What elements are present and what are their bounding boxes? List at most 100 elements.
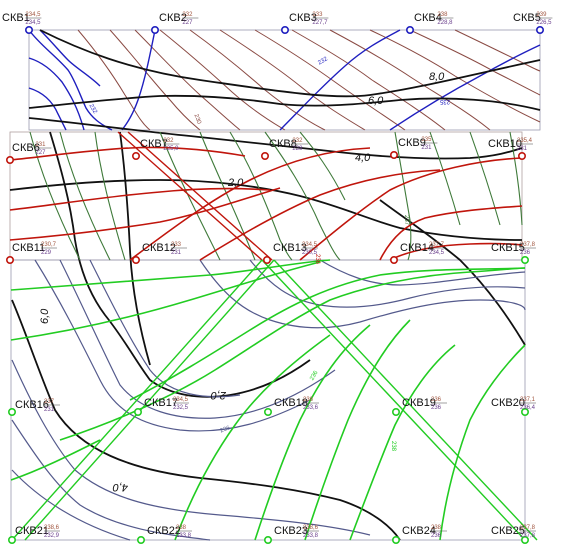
well-circle-icon	[262, 255, 271, 264]
well-label: СКВ6	[12, 142, 40, 154]
darkgreen-contours	[29, 131, 523, 261]
well-top-elevation: 232	[182, 12, 193, 18]
contour-tag: 230	[193, 113, 202, 125]
well-bottom-elevation: 231	[44, 407, 55, 413]
isoline-label: 2,0	[210, 389, 227, 401]
contour-tag: 236	[309, 369, 320, 381]
well-circle-icon	[8, 535, 17, 544]
well-label: СКВ9	[398, 137, 426, 149]
well-bottom-elevation: 236	[431, 405, 442, 411]
isoline-label: 4,0	[112, 481, 128, 493]
well-circle-icon	[280, 25, 289, 34]
well-label: СКВ2	[159, 12, 187, 24]
well-label: СКВ15	[491, 242, 525, 254]
blue-contours	[28, 29, 541, 131]
isoline-labels: 8,0 6,0 4,0 2,0 2,0 4,0 6,0	[39, 71, 445, 493]
well-top-elevation: 237,1	[520, 397, 536, 403]
well-top-elevation: 234,5	[173, 397, 189, 403]
well-label: СКВ3	[289, 12, 317, 24]
well-circle-icon	[260, 152, 269, 161]
well-circle-icon	[389, 151, 398, 160]
isoline-label: 6,0	[39, 308, 51, 324]
well-bottom-elevation: 236	[520, 250, 531, 256]
well-circle-icon	[405, 25, 414, 34]
well-bottom-elevation: 232,5	[173, 405, 189, 411]
well-bottom-elevation: 236,4	[520, 405, 536, 411]
well-circle-icon	[520, 255, 529, 264]
well-bottom-elevation: 233,6	[303, 405, 319, 411]
well-top-elevation: 238,6	[44, 525, 60, 531]
well-circle-icon	[6, 156, 15, 165]
well-bottom-elevation: 237,8	[520, 533, 536, 539]
well-label: СКВ25	[491, 525, 525, 537]
well-label: СКВ19	[402, 397, 436, 409]
well-circle-icon	[263, 407, 272, 416]
well-top-elevation: 235	[421, 137, 432, 143]
well-bottom-elevation: 225,9	[163, 146, 179, 152]
well-label: СКВ1	[2, 12, 30, 24]
well-bottom-elevation: 233,8	[176, 533, 192, 539]
contour-tag: 236	[314, 254, 320, 265]
well-label: СКВ8	[269, 138, 297, 150]
well-top-elevation: 237,8	[520, 525, 536, 531]
isoline-label: 2,0	[227, 177, 244, 189]
well-circle-icon	[391, 407, 400, 416]
well-bottom-elevation: 229	[41, 250, 52, 256]
well-label: СКВ12	[142, 242, 176, 254]
contour-tag: 236	[219, 425, 231, 434]
red-diagonal	[117, 131, 273, 261]
well-circle-icon	[517, 152, 526, 161]
well-top-elevation: 238,6	[303, 525, 319, 531]
well-top-elevation: 237	[44, 399, 55, 405]
well-circle-icon	[6, 255, 15, 264]
well-label: СКВ5	[513, 12, 541, 24]
well-top-elevation: 236	[303, 397, 314, 403]
well-circle-icon	[8, 407, 17, 416]
well-label: СКВ16	[15, 399, 49, 411]
well-bottom-elevation: 228	[292, 146, 303, 152]
well-top-elevation: 235,4	[517, 138, 533, 144]
well-top-elevation: 238	[176, 525, 187, 531]
well-circle-icon	[132, 255, 141, 264]
well-bottom-elevation: 230,5	[302, 250, 318, 256]
contour-tags: 232 230 232 235 236 237 236 236 238	[88, 56, 450, 452]
well-bottom-elevation: 233,8	[303, 533, 319, 539]
well-bottom-elevation: 236	[431, 533, 442, 539]
well-top-elevation: 236	[431, 397, 442, 403]
well-circle-icon	[535, 25, 544, 34]
well-label: СКВ13	[273, 242, 307, 254]
well-label: СКВ22	[147, 525, 181, 537]
well-label: СКВ14	[400, 242, 434, 254]
black-isolines	[9, 29, 541, 541]
well-label: СКВ11	[12, 242, 45, 254]
well-circle-icon	[151, 25, 160, 34]
well-bottom-elevation: 228,8	[437, 20, 453, 26]
well-label: СКВ21	[15, 525, 49, 537]
well-circle-icon	[134, 407, 143, 416]
well-label: СКВ4	[414, 12, 442, 24]
isoline-label: 6,0	[368, 95, 384, 107]
well-circle-icon	[520, 407, 529, 416]
